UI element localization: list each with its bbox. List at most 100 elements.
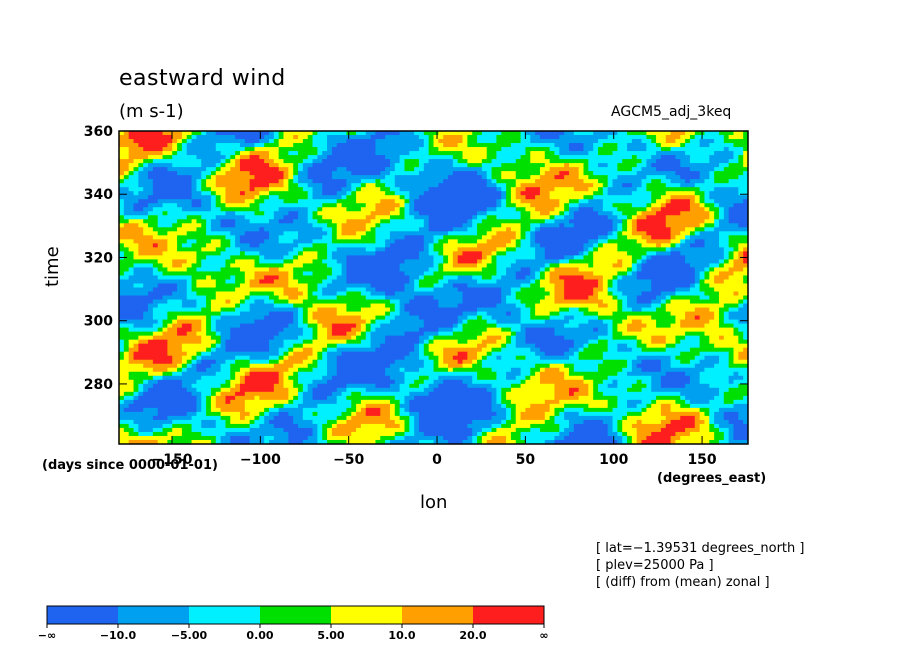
heatmap-cell <box>559 243 565 248</box>
heatmap-cell <box>636 187 643 192</box>
heatmap-cell <box>607 239 614 244</box>
heatmap-cell <box>477 203 483 208</box>
heatmap-cell <box>409 155 415 160</box>
heatmap-cell <box>201 147 207 152</box>
dataset-label: AGCM5_adj_3keq <box>611 104 732 120</box>
heatmap-cell <box>636 275 643 281</box>
heatmap-cell <box>443 271 449 277</box>
heatmap-cell <box>148 139 154 144</box>
heatmap-cell <box>278 279 285 285</box>
heatmap-cell <box>694 195 701 200</box>
heatmap-cell <box>602 211 609 216</box>
heatmap-cell <box>351 263 357 269</box>
heatmap-cell <box>138 135 144 140</box>
heatmap-cell <box>467 275 473 281</box>
heatmap-cell <box>312 163 318 168</box>
heatmap-cell <box>593 243 599 248</box>
heatmap-cell <box>385 167 391 172</box>
heatmap-cell <box>123 279 130 285</box>
heatmap-cell <box>481 203 488 208</box>
heatmap-cell <box>496 279 502 285</box>
heatmap-cell <box>448 211 454 216</box>
heatmap-cell <box>709 175 715 180</box>
heatmap-cell <box>728 263 735 269</box>
heatmap-cell <box>346 247 352 252</box>
heatmap-cell <box>380 135 386 140</box>
heatmap-cell <box>404 163 410 168</box>
heatmap-cell <box>375 275 381 281</box>
heatmap-cell <box>738 167 744 172</box>
heatmap-cell <box>549 207 556 212</box>
heatmap-cell <box>133 235 139 240</box>
heatmap-cell <box>414 227 420 232</box>
heatmap-cell <box>593 215 599 220</box>
heatmap-cell <box>225 167 231 172</box>
heatmap-cell <box>588 135 594 140</box>
heatmap-cell <box>631 191 638 196</box>
heatmap-cell <box>462 219 468 224</box>
heatmap-cell <box>433 183 439 188</box>
heatmap-cell <box>602 199 609 204</box>
heatmap-cell <box>438 135 444 140</box>
heatmap-cell <box>510 155 517 160</box>
heatmap-cell <box>520 139 527 144</box>
heatmap-cell <box>119 163 125 168</box>
heatmap-cell <box>181 259 188 265</box>
heatmap-cell <box>651 259 657 265</box>
heatmap-cell <box>675 147 681 152</box>
heatmap-cell <box>617 275 623 281</box>
heatmap-cell <box>728 147 735 152</box>
heatmap-cell <box>181 235 188 240</box>
heatmap-cell <box>336 279 343 285</box>
heatmap-cell <box>298 143 304 148</box>
heatmap-cell <box>554 135 560 140</box>
heatmap-cell <box>186 155 193 160</box>
heatmap-cell <box>680 235 686 240</box>
heatmap-cell <box>680 251 686 256</box>
heatmap-cell <box>143 243 149 248</box>
heatmap-cell <box>549 203 556 208</box>
heatmap-cell <box>699 259 706 265</box>
heatmap-cell <box>206 251 212 256</box>
heatmap-cell <box>423 175 430 180</box>
heatmap-cell <box>665 259 672 265</box>
heatmap-cell <box>264 171 270 176</box>
heatmap-cell <box>356 167 362 172</box>
heatmap-cell <box>486 211 493 216</box>
heatmap-cell <box>365 227 372 232</box>
heatmap-cell <box>568 203 575 208</box>
heatmap-cell <box>273 143 280 148</box>
heatmap-cell <box>380 263 386 269</box>
heatmap-cell <box>510 147 517 152</box>
heatmap-cell <box>685 183 691 188</box>
heatmap-cell <box>128 267 135 273</box>
heatmap-cell <box>477 259 483 265</box>
heatmap-cell <box>733 131 739 136</box>
heatmap-cell <box>389 211 396 216</box>
heatmap-cell <box>506 131 512 136</box>
heatmap-cell <box>685 247 691 252</box>
heatmap-cell <box>336 283 343 289</box>
heatmap-cell <box>196 219 202 224</box>
heatmap-cell <box>346 259 352 265</box>
heatmap-cell <box>564 223 570 228</box>
heatmap-cell <box>578 275 585 281</box>
heatmap-cell <box>157 259 164 265</box>
heatmap-cell <box>327 131 333 136</box>
heatmap-cell <box>438 195 444 200</box>
heatmap-cell <box>588 187 594 192</box>
heatmap-cell <box>443 167 449 172</box>
heatmap-cell <box>278 243 285 248</box>
heatmap-cell <box>728 219 735 224</box>
heatmap-cell <box>225 275 231 281</box>
heatmap-cell <box>167 155 173 160</box>
heatmap-cell <box>651 235 657 240</box>
heatmap-cell <box>152 179 159 184</box>
heatmap-cell <box>709 271 715 277</box>
heatmap-cell <box>254 211 260 216</box>
heatmap-cell <box>356 271 362 277</box>
heatmap-cell <box>428 159 435 164</box>
heatmap-cell <box>210 279 217 285</box>
heatmap-cell <box>496 243 502 248</box>
heatmap-cell <box>646 151 652 156</box>
